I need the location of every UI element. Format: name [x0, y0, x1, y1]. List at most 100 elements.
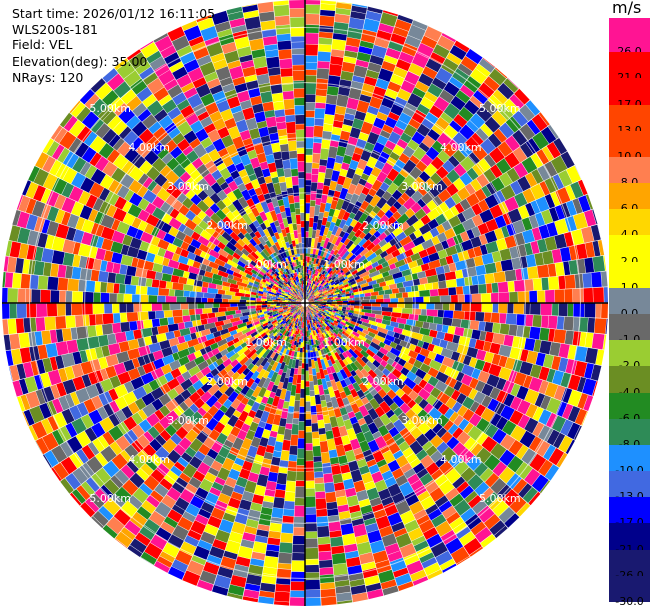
radar-gate-cell — [274, 307, 277, 310]
radar-gate-cell — [185, 177, 198, 190]
radar-gate-cell — [111, 230, 125, 244]
radar-gate-cell — [100, 484, 114, 499]
radar-gate-cell — [136, 86, 153, 102]
radar-gate-cell — [306, 306, 308, 309]
radar-gate-cell — [224, 50, 240, 64]
radar-gate-cell — [459, 124, 475, 140]
radar-gate-cell — [244, 16, 261, 30]
radar-gate-cell — [303, 288, 305, 291]
radar-gate-cell — [504, 235, 517, 249]
radar-gate-cell — [339, 247, 348, 258]
radar-gate-cell — [244, 182, 254, 191]
radar-gate-cell — [95, 248, 106, 261]
radar-gate-cell — [363, 390, 374, 402]
radar-gate-cell — [185, 113, 199, 126]
radar-gate-cell — [261, 298, 267, 301]
radar-gate-cell — [452, 149, 466, 163]
radar-gate-cell — [204, 303, 213, 309]
radar-gate-cell — [338, 281, 344, 286]
radar-gate-cell — [418, 379, 428, 389]
radar-gate-cell — [384, 543, 400, 555]
radar-gate-cell — [456, 526, 471, 540]
radar-gate-cell — [257, 293, 264, 297]
radar-gate-cell — [306, 314, 309, 320]
radar-gate-cell — [473, 391, 486, 405]
radar-gate-cell — [250, 364, 259, 374]
radar-gate-cell — [155, 375, 168, 387]
radar-gate-cell — [139, 483, 153, 496]
radar-gate-cell — [312, 339, 316, 345]
radar-gate-cell — [263, 144, 273, 156]
radar-gate-cell — [240, 60, 255, 69]
radar-gate-cell — [376, 322, 387, 329]
radar-gate-cell — [426, 394, 438, 406]
radar-gate-cell — [289, 348, 293, 351]
radar-gate-cell — [82, 303, 93, 315]
radar-gate-cell — [347, 312, 353, 316]
radar-gate-cell — [273, 252, 281, 262]
radar-gate-cell — [381, 261, 389, 268]
radar-gate-cell — [168, 217, 182, 230]
radar-gate-cell — [285, 295, 289, 298]
radar-gate-cell — [315, 95, 327, 103]
radar-gate-cell — [342, 414, 350, 421]
radar-gate-cell — [15, 258, 24, 274]
radar-gate-cell — [142, 403, 157, 418]
radar-gate-cell — [28, 166, 40, 182]
radar-gate-cell — [98, 391, 113, 406]
radar-gate-cell — [348, 460, 359, 472]
radar-gate-cell — [296, 300, 302, 303]
radar-gate-cell — [259, 590, 275, 598]
radar-gate-cell — [421, 118, 435, 130]
radar-gate-cell — [290, 308, 296, 313]
radar-gate-cell — [322, 326, 326, 330]
radar-gate-cell — [499, 323, 510, 335]
radar-gate-cell — [255, 250, 265, 260]
radar-gate-cell — [560, 419, 574, 436]
radar-gate-cell — [212, 273, 223, 281]
radar-gate-cell — [312, 445, 322, 457]
radar-gate-cell — [221, 484, 234, 497]
radar-gate-cell — [146, 495, 160, 508]
radar-gate-cell — [265, 116, 277, 128]
radar-gate-cell — [340, 464, 351, 474]
radar-gate-cell — [331, 269, 337, 276]
radar-gate-cell — [359, 94, 372, 103]
radar-gate-cell — [271, 507, 284, 519]
radar-gate-cell — [438, 364, 448, 374]
radar-gate-cell — [329, 315, 335, 320]
radar-gate-cell — [339, 187, 349, 200]
radar-gate-cell — [143, 260, 154, 271]
radar-gate-cell — [71, 172, 86, 189]
radar-gate-cell — [342, 287, 347, 291]
radar-gate-cell — [350, 438, 361, 450]
radar-gate-cell — [196, 164, 210, 178]
radar-gate-cell — [319, 276, 324, 282]
radar-gate-cell — [80, 268, 92, 281]
radar-gate-cell — [316, 308, 321, 312]
radar-gate-cell — [111, 167, 126, 183]
radar-gate-cell — [314, 361, 320, 373]
radar-gate-cell — [294, 202, 300, 209]
radar-gate-cell — [291, 176, 299, 186]
radar-gate-cell — [285, 311, 290, 314]
radar-gate-cell — [179, 401, 189, 412]
radar-gate-cell — [294, 497, 305, 506]
radar-gate-cell — [268, 315, 274, 319]
radar-gate-cell — [442, 209, 455, 221]
radar-gate-cell — [298, 303, 302, 305]
radar-gate-cell — [363, 165, 374, 176]
radar-gate-cell — [512, 336, 521, 348]
radar-gate-cell — [225, 290, 236, 296]
radar-gate-cell — [302, 311, 304, 314]
radar-gate-cell — [29, 274, 39, 289]
radar-gate-cell — [324, 292, 330, 296]
radar-gate-cell — [273, 0, 289, 6]
radar-gate-cell — [245, 328, 257, 337]
radar-gate-cell — [275, 584, 291, 592]
radar-gate-cell — [345, 192, 353, 201]
radar-gate-cell — [234, 513, 248, 525]
radar-gate-cell — [459, 531, 476, 546]
radar-gate-cell — [309, 286, 312, 290]
radar-gate-cell — [525, 172, 538, 188]
